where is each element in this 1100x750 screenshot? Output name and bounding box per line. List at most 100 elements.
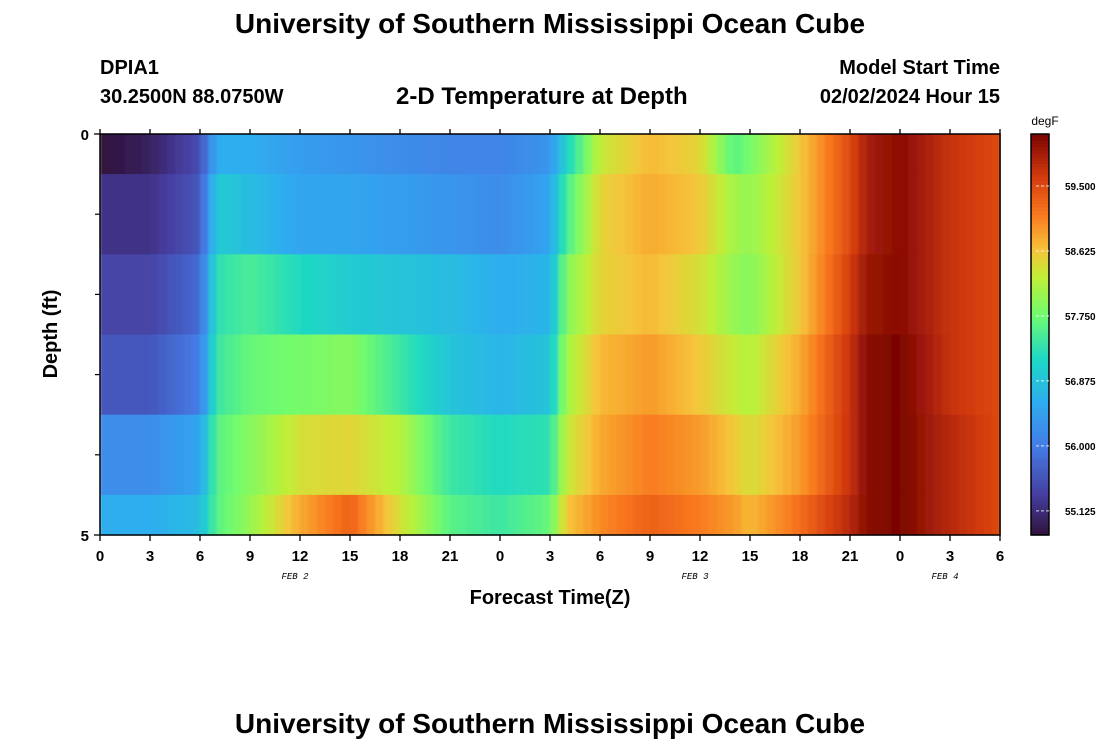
heatmap-cell bbox=[241, 254, 251, 336]
heatmap-cell bbox=[558, 254, 568, 336]
heatmap-cell bbox=[483, 254, 493, 336]
heatmap-cell bbox=[958, 334, 968, 416]
heatmap-cell bbox=[525, 254, 534, 336]
heatmap-cell bbox=[775, 254, 784, 336]
heatmap-cell bbox=[475, 254, 484, 336]
heatmap-cell bbox=[416, 254, 426, 336]
heatmap-cell bbox=[991, 134, 1001, 175]
heatmap-cell bbox=[258, 254, 268, 336]
heatmap-cell bbox=[250, 414, 259, 496]
heatmap-cell bbox=[191, 174, 201, 255]
heatmap-cell bbox=[825, 414, 834, 496]
heatmap-cell bbox=[533, 174, 543, 255]
heatmap-cell bbox=[766, 334, 776, 416]
heatmap-cell bbox=[125, 414, 134, 496]
heatmap-cell bbox=[591, 334, 601, 416]
heatmap-cell bbox=[966, 254, 976, 336]
colorbar-segment bbox=[1031, 514, 1049, 519]
heatmap-cell bbox=[433, 414, 443, 496]
heatmap-cell bbox=[933, 254, 943, 336]
heatmap-cell bbox=[883, 334, 893, 416]
colorbar-segment bbox=[1031, 404, 1049, 409]
heatmap-cell bbox=[300, 134, 309, 175]
heatmap-cell bbox=[100, 134, 109, 175]
heatmap-cell bbox=[200, 254, 209, 336]
heatmap-cell bbox=[783, 334, 793, 416]
heatmap-cell bbox=[866, 494, 876, 536]
heatmap-cell bbox=[516, 134, 526, 175]
heatmap-cell bbox=[691, 254, 701, 336]
heatmap-cell bbox=[341, 414, 351, 496]
heatmap-cell bbox=[133, 334, 143, 416]
heatmap-cell bbox=[833, 174, 843, 255]
heatmap-cell bbox=[316, 334, 326, 416]
colorbar-segment bbox=[1031, 518, 1049, 523]
heatmap-cell bbox=[208, 334, 218, 416]
heatmap-cell bbox=[766, 254, 776, 336]
heatmap-cell bbox=[275, 334, 284, 416]
heatmap-cell bbox=[841, 494, 851, 536]
heatmap-cell bbox=[425, 134, 434, 175]
colorbar-unit-label: degF bbox=[1031, 114, 1058, 128]
heatmap-cell bbox=[450, 134, 459, 175]
heatmap-cell bbox=[800, 134, 809, 175]
heatmap-cell bbox=[116, 254, 126, 336]
heatmap-cell bbox=[475, 134, 484, 175]
heatmap-cell bbox=[875, 134, 884, 175]
x-tick-label: 12 bbox=[692, 548, 709, 565]
heatmap-cell bbox=[208, 174, 218, 255]
heatmap-cell bbox=[141, 334, 151, 416]
colorbar-frame bbox=[1030, 133, 1050, 536]
x-date-label: FEB 4 bbox=[931, 572, 958, 582]
colorbar-segment bbox=[1031, 367, 1049, 372]
heatmap-cell bbox=[616, 414, 626, 496]
heatmap-cell bbox=[216, 254, 226, 336]
heatmap-cell bbox=[766, 134, 776, 175]
heatmap-cell bbox=[791, 494, 801, 536]
heatmap-cell bbox=[458, 174, 468, 255]
heatmap-cell bbox=[825, 494, 834, 536]
colorbar-segment bbox=[1031, 401, 1049, 406]
heatmap-cell bbox=[108, 414, 118, 496]
heatmap-cell bbox=[208, 414, 218, 496]
heatmap-cell bbox=[550, 494, 559, 536]
heatmap-cell bbox=[383, 254, 393, 336]
heatmap-cell bbox=[675, 134, 684, 175]
heatmap-cell bbox=[300, 334, 309, 416]
heatmap-cell bbox=[816, 134, 826, 175]
heatmap-cell bbox=[950, 254, 959, 336]
heatmap-cell bbox=[233, 334, 243, 416]
heatmap-cell bbox=[991, 174, 1001, 255]
heatmap-cell bbox=[958, 134, 968, 175]
heatmap-cell bbox=[250, 134, 259, 175]
heatmap-cell bbox=[325, 134, 334, 175]
colorbar-segment bbox=[1031, 471, 1049, 476]
x-tick-label: 6 bbox=[996, 548, 1004, 565]
colorbar-tick-label: 56.000 bbox=[1065, 442, 1096, 453]
station-coords: 30.2500N 88.0750W bbox=[100, 86, 284, 108]
heatmap-cell bbox=[183, 174, 193, 255]
colorbar-segment bbox=[1031, 364, 1049, 369]
heatmap-cell bbox=[358, 334, 368, 416]
heatmap-cell bbox=[341, 174, 351, 255]
heatmap-cell bbox=[816, 334, 826, 416]
heatmap-cell bbox=[241, 174, 251, 255]
heatmap-cell bbox=[950, 334, 959, 416]
heatmap-cell bbox=[241, 334, 251, 416]
colorbar-segment bbox=[1031, 347, 1049, 352]
colorbar-segment bbox=[1031, 524, 1049, 529]
colorbar-segment bbox=[1031, 304, 1049, 309]
heatmap-cell bbox=[150, 414, 159, 496]
colorbar-segment bbox=[1031, 140, 1049, 145]
station-id: DPIA1 bbox=[100, 57, 159, 79]
heatmap-cell bbox=[958, 254, 968, 336]
heatmap-cell bbox=[358, 134, 368, 175]
heatmap-cell bbox=[416, 414, 426, 496]
colorbar-segment bbox=[1031, 314, 1049, 319]
heatmap-cell bbox=[316, 414, 326, 496]
heatmap-cell bbox=[808, 174, 818, 255]
heatmap-cell bbox=[583, 414, 593, 496]
heatmap-cell bbox=[400, 334, 409, 416]
heatmap-cell bbox=[191, 254, 201, 336]
heatmap-cell bbox=[675, 334, 684, 416]
